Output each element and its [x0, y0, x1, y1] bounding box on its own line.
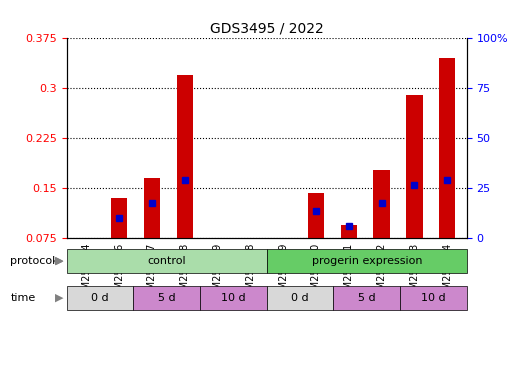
Title: GDS3495 / 2022: GDS3495 / 2022	[210, 22, 324, 36]
FancyBboxPatch shape	[200, 286, 267, 310]
Text: ▶: ▶	[55, 256, 63, 266]
FancyBboxPatch shape	[400, 286, 467, 310]
Text: 5 d: 5 d	[358, 293, 376, 303]
Text: 5 d: 5 d	[158, 293, 175, 303]
Text: 0 d: 0 d	[291, 293, 309, 303]
FancyBboxPatch shape	[333, 286, 400, 310]
Bar	[341, 225, 357, 288]
Bar	[176, 75, 193, 288]
Bar	[308, 193, 324, 288]
Text: progerin expression: progerin expression	[311, 256, 422, 266]
Text: time: time	[10, 293, 35, 303]
Bar	[406, 95, 423, 288]
Bar	[439, 58, 456, 288]
Text: protocol: protocol	[10, 256, 55, 266]
Text: 0 d: 0 d	[91, 293, 109, 303]
FancyBboxPatch shape	[267, 249, 467, 273]
Text: 10 d: 10 d	[421, 293, 446, 303]
FancyBboxPatch shape	[67, 249, 267, 273]
FancyBboxPatch shape	[67, 286, 133, 310]
FancyBboxPatch shape	[133, 286, 200, 310]
Text: control: control	[147, 256, 186, 266]
Bar	[373, 169, 390, 288]
Bar	[144, 178, 160, 288]
FancyBboxPatch shape	[267, 286, 333, 310]
Bar	[111, 198, 127, 288]
Text: ▶: ▶	[55, 293, 63, 303]
Text: 10 d: 10 d	[221, 293, 246, 303]
